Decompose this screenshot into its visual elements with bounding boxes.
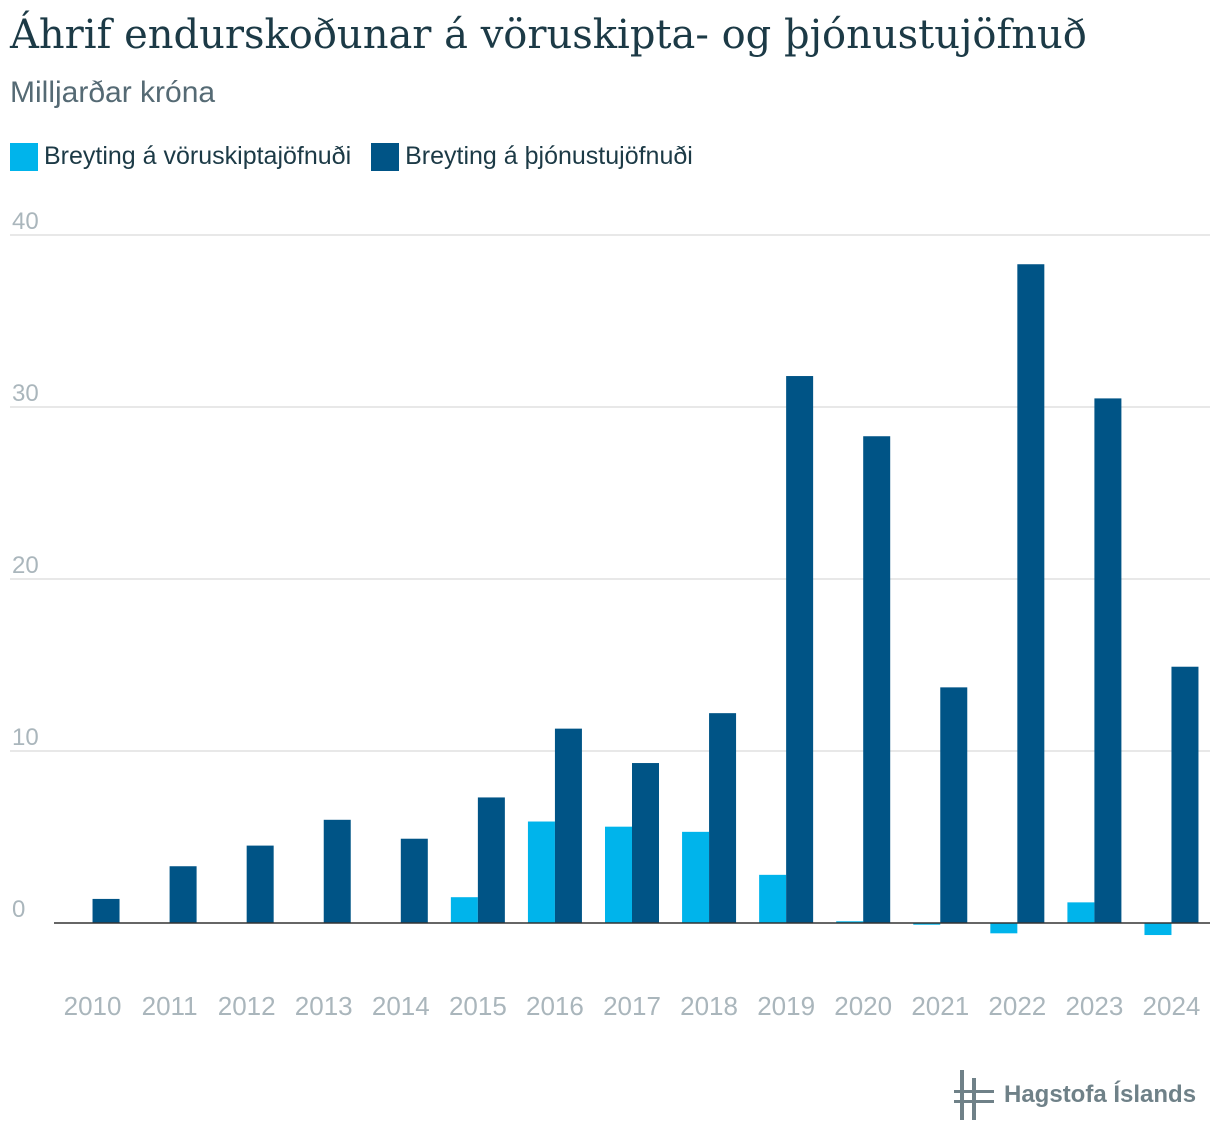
bar-goods-2019[interactable] [759,875,786,923]
x-tick-label: 2012 [218,991,276,1021]
brand-logo: Hagstofa Íslands [954,1070,1196,1120]
bar-services-2015[interactable] [478,797,505,923]
x-tick-label: 2023 [1065,991,1123,1021]
x-tick-label: 2011 [142,991,198,1021]
bar-services-2013[interactable] [324,820,351,923]
x-axis-ticks: 2010 2011 2012 2013 2014 2015 2016 2017 2018 2019… [64,991,1201,1021]
x-tick-label: 2018 [680,991,738,1021]
bars [93,264,1199,935]
hagstofa-logo-icon [954,1070,994,1120]
bar-goods-2017[interactable] [605,827,632,923]
x-tick-label: 2015 [449,991,507,1021]
brand-name: Hagstofa Íslands [1004,1081,1196,1109]
bar-services-2011[interactable] [170,866,197,923]
x-tick-label: 2022 [988,991,1046,1021]
y-axis-ticks: 0 10 20 30 40 [12,208,39,923]
bar-services-2023[interactable] [1094,398,1121,923]
bar-services-2024[interactable] [1171,667,1198,923]
bar-services-2018[interactable] [709,713,736,923]
x-tick-label: 2024 [1143,991,1201,1021]
y-tick-label: 40 [12,208,39,235]
x-tick-label: 2010 [64,991,122,1021]
bar-services-2022[interactable] [1017,264,1044,923]
bar-services-2010[interactable] [93,899,120,923]
bar-services-2021[interactable] [940,687,967,923]
x-tick-label: 2014 [372,991,430,1021]
bar-services-2019[interactable] [786,376,813,923]
bar-goods-2022[interactable] [990,923,1017,933]
bar-goods-2016[interactable] [528,822,555,923]
y-tick-label: 30 [12,380,39,407]
x-tick-label: 2020 [834,991,892,1021]
bar-services-2014[interactable] [401,839,428,923]
x-tick-label: 2016 [526,991,584,1021]
x-tick-label: 2021 [911,991,969,1021]
x-tick-label: 2013 [295,991,353,1021]
x-tick-label: 2017 [603,991,661,1021]
bar-goods-2015[interactable] [451,897,478,923]
y-tick-label: 0 [12,896,25,923]
y-tick-label: 10 [12,724,39,751]
bar-services-2017[interactable] [632,763,659,923]
bar-goods-2018[interactable] [682,832,709,923]
y-tick-label: 20 [12,552,39,579]
bar-goods-2023[interactable] [1067,902,1094,923]
x-tick-label: 2019 [757,991,815,1021]
bar-services-2012[interactable] [247,846,274,923]
bar-goods-2024[interactable] [1144,923,1171,935]
bar-services-2020[interactable] [863,436,890,923]
bar-services-2016[interactable] [555,729,582,923]
